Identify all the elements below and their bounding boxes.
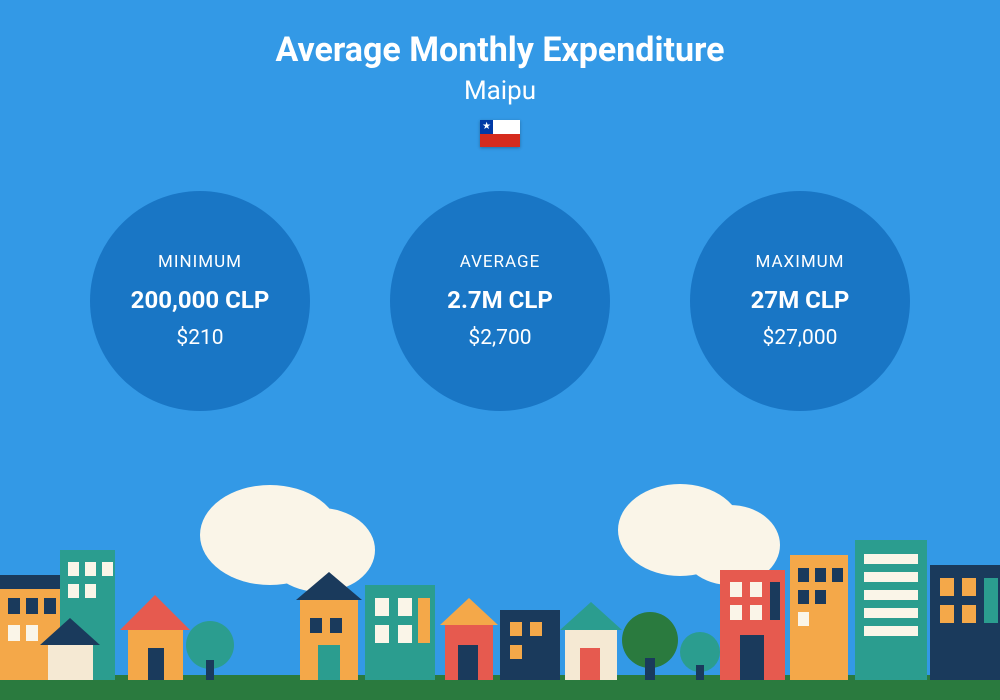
- flag-white-stripe: [493, 120, 520, 134]
- stat-amount-usd: $27,000: [763, 326, 838, 350]
- stat-amount-local: 27M CLP: [751, 286, 850, 314]
- stat-maximum: MAXIMUM 27M CLP $27,000: [690, 191, 910, 411]
- stat-label: MINIMUM: [158, 252, 242, 272]
- page-title: Average Monthly Expenditure: [0, 30, 1000, 70]
- flag-star-icon: ★: [482, 122, 491, 132]
- cityscape-illustration: [0, 480, 1000, 700]
- flag-canton: ★: [480, 120, 493, 134]
- stat-amount-usd: $2,700: [468, 326, 531, 350]
- stat-minimum: MINIMUM 200,000 CLP $210: [90, 191, 310, 411]
- stat-amount-local: 2.7M CLP: [447, 286, 553, 314]
- stat-label: MAXIMUM: [755, 252, 844, 272]
- flag-red-stripe: [480, 134, 520, 148]
- chile-flag-icon: ★: [480, 120, 520, 147]
- location-subtitle: Maipu: [0, 76, 1000, 106]
- stat-average: AVERAGE 2.7M CLP $2,700: [390, 191, 610, 411]
- header: Average Monthly Expenditure Maipu ★: [0, 0, 1000, 151]
- stat-amount-local: 200,000 CLP: [131, 286, 270, 314]
- stat-label: AVERAGE: [460, 252, 541, 272]
- stat-amount-usd: $210: [176, 326, 223, 350]
- stats-row: MINIMUM 200,000 CLP $210 AVERAGE 2.7M CL…: [0, 191, 1000, 411]
